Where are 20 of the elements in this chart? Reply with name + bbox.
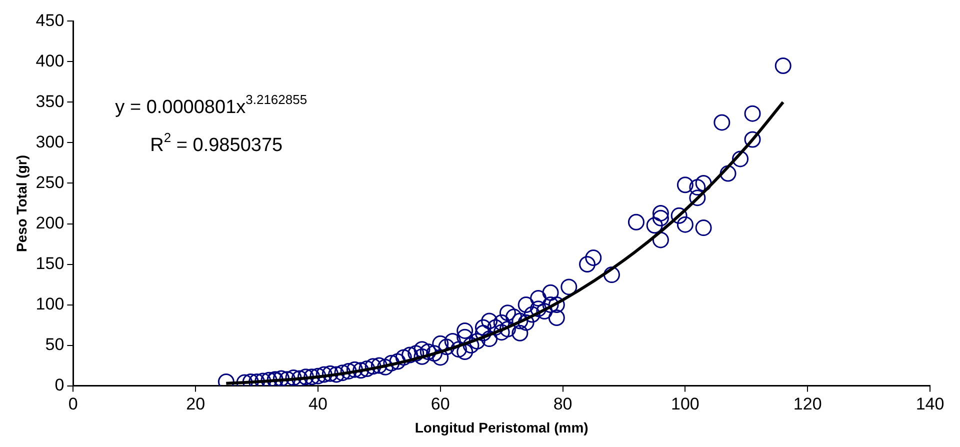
y-tick-label: 50	[45, 334, 64, 354]
y-tick-label: 0	[54, 375, 64, 394]
y-tick-label: 200	[36, 213, 64, 232]
y-tick-label: 250	[36, 172, 64, 192]
y-tick-label: 400	[36, 51, 64, 70]
x-axis-title: Longitud Peristomal (mm)	[414, 419, 588, 436]
x-tick-label: 20	[186, 394, 206, 414]
x-tick-label: 0	[68, 394, 78, 414]
y-tick-label: 300	[36, 132, 64, 152]
x-tick-label: 60	[430, 394, 450, 414]
x-tick-label: 100	[671, 394, 700, 414]
y-axis-title: Peso Total (gr)	[13, 155, 30, 252]
x-tick-label: 120	[793, 394, 822, 414]
y-tick-label: 450	[36, 10, 64, 30]
y-tick-label: 150	[36, 254, 64, 273]
x-tick-label: 140	[916, 394, 944, 414]
y-tick-label: 100	[36, 294, 64, 314]
x-tick-label: 40	[308, 394, 328, 414]
y-tick-label: 350	[36, 92, 64, 111]
x-tick-label: 80	[553, 394, 572, 414]
